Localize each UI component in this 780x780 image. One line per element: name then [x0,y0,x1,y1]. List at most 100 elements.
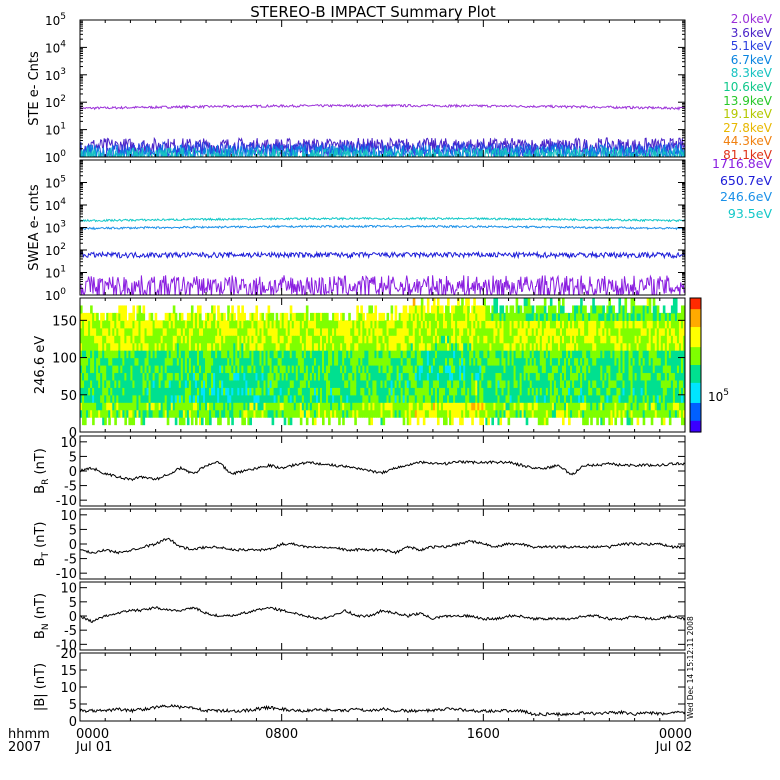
spectrogram-cell [223,379,226,388]
spectrogram-cell [503,409,507,418]
spectrogram-cell [150,335,154,344]
spectrogram-cell [606,394,609,403]
spectrogram-cell [227,312,230,321]
spectrogram-cell [612,365,616,374]
spectrogram-cell [559,320,563,329]
spectrogram-cell [148,350,152,359]
spectrogram-cell [630,320,634,329]
spectrogram-cell [559,379,563,388]
spectrogram-cell [570,365,573,374]
spectrogram-cell [517,335,521,344]
spectrogram-cell [420,342,424,351]
spectrogram-cell [319,357,323,366]
spectrogram-cell [239,394,242,403]
spectrogram-cell [447,298,450,307]
spectrogram-cell [592,305,595,314]
spectrogram-cell [578,357,581,366]
spectrogram-cell [243,350,246,359]
spectrogram-cell [386,379,390,388]
spectrogram-cell [495,372,499,381]
spectrogram-cell [598,379,601,388]
spectrogram-cell [461,335,464,344]
spectrogram-cell [555,312,559,321]
spectrogram-cell [414,394,418,403]
spectrogram-cell [301,365,305,374]
spectrogram-cell [495,298,499,307]
spectrogram-cell [160,402,164,411]
spectrogram-cell [158,372,162,381]
spectrogram-cell [376,357,380,366]
spectrogram-cell [154,402,158,411]
spectrogram-cell [438,305,442,314]
spectrogram-cell [281,350,285,359]
spectrogram-cell [420,357,424,366]
spectrogram-cell [326,357,329,366]
spectrogram-cell [328,372,331,381]
spectrogram-cell [366,402,369,411]
spectrogram-cell [229,394,232,403]
spectrogram-cell [98,342,101,351]
spectrogram-cell [138,365,142,374]
spectrogram-cell [180,387,184,396]
spectrogram-cell [424,335,428,344]
spectrogram-cell [527,379,531,388]
spectrogram-cell [420,379,424,388]
spectrogram-cell [436,335,440,344]
spectrogram-cell [90,394,93,403]
spectrogram-cell [269,394,273,403]
spectrogram-cell [146,320,150,329]
spectrogram-cell [576,372,579,381]
spectrogram-cell [164,320,168,329]
spectrogram-cell [273,379,277,388]
spectrogram-cell [447,394,450,403]
spectrogram-cell [198,335,202,344]
spectrogram-cell [457,365,460,374]
spectrogram-cell [217,387,220,396]
spectrogram-cell [348,357,351,366]
spectrogram-cell [491,394,495,403]
spectrogram-cell [632,350,636,359]
spectrogram-cell [457,312,460,321]
spectrogram-cell [253,327,257,336]
spectrogram-cell [291,409,295,418]
spectrogram-cell [630,409,634,418]
spectrogram-cell [678,312,682,321]
spectrogram-cell [553,365,557,374]
spectrogram-cell [541,394,545,403]
spectrogram-cell [539,372,543,381]
spectrogram-cell [269,409,273,418]
spectrogram-cell [324,342,327,351]
spectrogram-cell [269,372,273,381]
spectrogram-cell [553,357,557,366]
spectrogram-cell [559,327,563,336]
spectrogram-cell [479,335,482,344]
spectrogram-cell [408,402,412,411]
spectrogram-cell [261,350,265,359]
spectrogram-cell [622,312,626,321]
spectrogram-cell [523,350,527,359]
spectrogram-cell [142,350,146,359]
spectrogram-cell [108,312,111,321]
spectrogram-cell [547,312,551,321]
spectrogram-cell [322,394,325,403]
spectrogram-cell [440,379,444,388]
spectrogram-cell [138,409,142,418]
spectrogram-cell [414,335,418,344]
spectrogram-cell [499,417,503,426]
spectrogram-cell [134,409,138,418]
spectrogram-cell [295,312,299,321]
spectrogram-cell [376,320,380,329]
spectrogram-cell [364,402,367,411]
spectrogram-cell [336,357,339,366]
spectrogram-cell [281,327,285,336]
spectrogram-cell [122,350,125,359]
spectrogram-cell [410,394,414,403]
spectrogram-cell [340,365,343,374]
spectrogram-cell [432,387,436,396]
spectrogram-cell [356,320,359,329]
spectrogram-cell [578,372,581,381]
spectrogram-cell [414,365,418,374]
spectrogram-cell [80,335,83,344]
spectrogram-cell [576,312,579,321]
spectrogram-cell [509,335,513,344]
